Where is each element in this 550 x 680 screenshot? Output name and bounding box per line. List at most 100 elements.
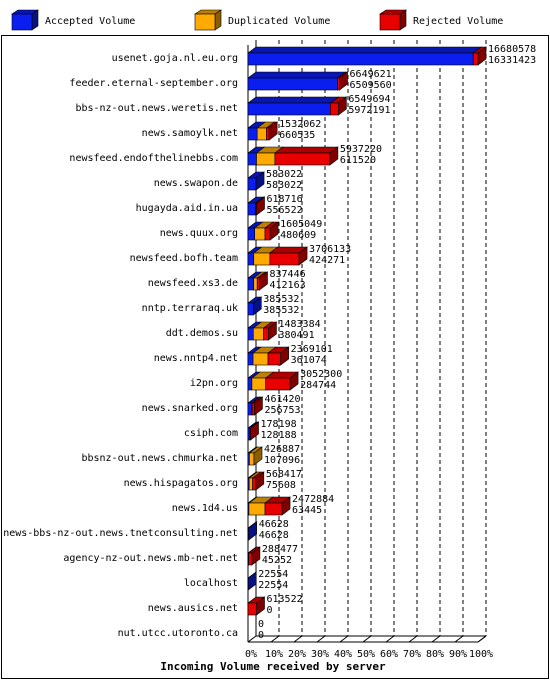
value-label: 461420: [264, 394, 300, 405]
bar: [247, 402, 252, 416]
y-tick-label: news-bbs-nz-out.news.tnetconsulting.net: [3, 528, 238, 539]
bar: [263, 327, 269, 341]
bar: [274, 152, 331, 166]
value-label: 0: [258, 630, 264, 641]
bar-side: [281, 496, 291, 516]
value-label: 0: [258, 619, 264, 630]
value-label: 0: [267, 605, 273, 616]
value-label: 22554: [258, 569, 288, 580]
bar-side: [280, 346, 289, 366]
bar: [266, 127, 270, 141]
bar: [253, 277, 258, 291]
value-label: 385532: [263, 305, 299, 316]
x-tick-label: 90%: [449, 649, 467, 660]
bar-side: [477, 46, 487, 66]
value-label: 16680578: [488, 44, 536, 55]
value-label: 2472884: [292, 494, 334, 505]
bar-side: [256, 196, 265, 216]
y-tick-label: hugayda.aid.in.ua: [136, 203, 238, 214]
legend-label: Rejected Volume: [413, 16, 503, 27]
value-label: 63445: [292, 505, 322, 516]
bar: [247, 352, 254, 366]
bar: [247, 127, 258, 141]
bar-top: [274, 146, 339, 154]
tick-mark: [316, 635, 326, 643]
value-label: 16331423: [488, 55, 536, 66]
legend-swatch: [379, 13, 401, 31]
value-label: 613522: [267, 594, 303, 605]
bar-side: [251, 546, 261, 566]
bar: [269, 252, 300, 266]
bar-side: [268, 121, 278, 141]
bar: [252, 477, 257, 491]
bar-side: [248, 521, 257, 541]
bar-side: [250, 421, 259, 441]
bar-top: [247, 96, 340, 104]
bar-side: [268, 321, 277, 341]
bar-side: [252, 296, 262, 316]
bar: [247, 152, 257, 166]
y-tick-label: news.hispagatos.org: [124, 478, 238, 489]
y-tick-label: i2pn.org: [190, 378, 238, 389]
bar: [264, 502, 283, 516]
value-label: 5937220: [340, 144, 382, 155]
bar: [247, 602, 257, 616]
value-label: 480609: [280, 230, 316, 241]
value-label: 46628: [259, 530, 289, 541]
y-tick-label: feeder.eternal-september.org: [69, 78, 238, 89]
axis-line: [477, 635, 487, 643]
bar: [247, 52, 474, 66]
bar-top: [247, 71, 347, 79]
x-tick-label: 30%: [311, 649, 329, 660]
value-label: 178198: [261, 419, 297, 430]
value-label: 618716: [267, 194, 303, 205]
value-label: 556522: [267, 205, 303, 216]
legend-swatch: [11, 13, 33, 31]
y-tick-label: usenet.goja.nl.eu.org: [112, 53, 238, 64]
value-label: 22554: [258, 580, 288, 591]
x-tick-label: 20%: [288, 649, 306, 660]
bar: [256, 277, 260, 291]
bar: [267, 352, 281, 366]
bar: [247, 202, 256, 216]
value-label: 412163: [270, 280, 306, 291]
bar-side: [259, 271, 268, 291]
y-tick-label: newsfeed.xs3.de: [148, 278, 238, 289]
bar: [256, 127, 267, 141]
value-label: 2369101: [291, 344, 333, 355]
bar: [247, 377, 253, 391]
tick-mark: [408, 635, 418, 643]
bar-side: [338, 96, 347, 116]
tick-mark: [431, 635, 441, 643]
y-tick-label: localhost: [184, 578, 238, 589]
value-label: 284744: [300, 380, 336, 391]
x-tick-label: 40%: [334, 649, 352, 660]
bar: [247, 102, 331, 116]
value-label: 660535: [279, 130, 315, 141]
x-tick-label: 70%: [403, 649, 421, 660]
value-label: 568417: [266, 469, 302, 480]
y-tick-label: agency-nz-out.news.mb-net.net: [63, 553, 238, 564]
tick-mark: [454, 635, 464, 643]
value-label: 5972191: [348, 105, 390, 116]
value-label: 6509560: [350, 80, 392, 91]
bar-side: [329, 146, 339, 166]
bar-side: [298, 246, 308, 266]
tick-mark: [339, 635, 349, 643]
bar: [247, 277, 255, 291]
value-label: 1532062: [279, 119, 321, 130]
legend-label: Accepted Volume: [45, 16, 135, 27]
value-label: 6649621: [350, 69, 392, 80]
y-tick-label: csiph.com: [184, 428, 238, 439]
tick-mark: [385, 635, 395, 643]
y-tick-label: news.snarked.org: [142, 403, 238, 414]
bar-side: [255, 171, 265, 191]
tick-mark: [293, 635, 303, 643]
value-label: 611520: [340, 155, 376, 166]
value-label: 837446: [270, 269, 306, 280]
x-tick-label: 60%: [380, 649, 398, 660]
value-label: 426887: [264, 444, 300, 455]
x-tick-label: 100%: [469, 649, 493, 660]
tick-mark: [270, 635, 280, 643]
bar-side: [256, 596, 265, 616]
